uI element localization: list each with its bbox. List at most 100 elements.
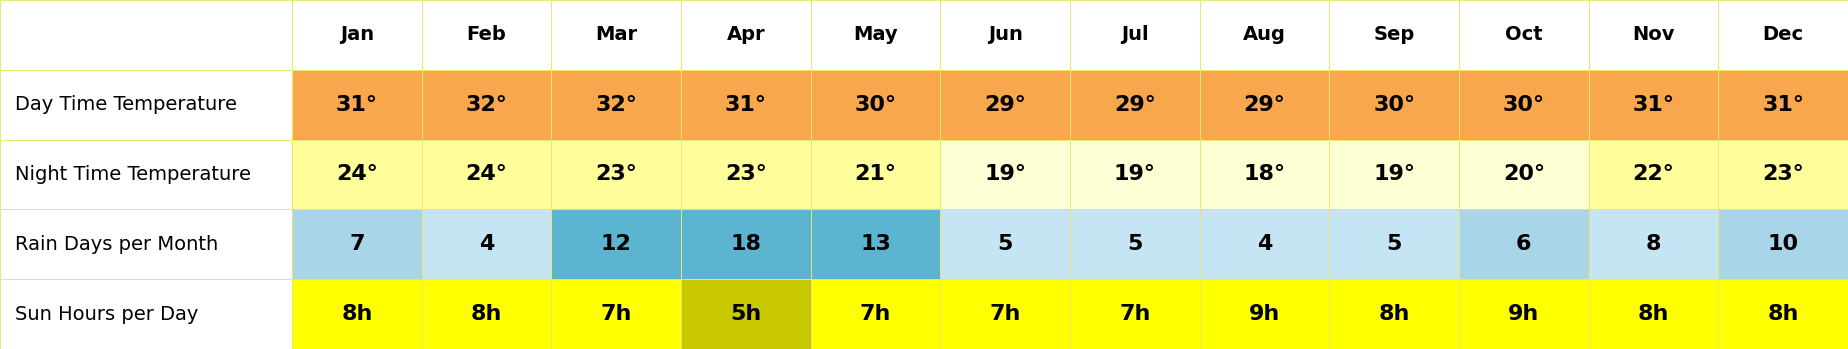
- Bar: [551, 70, 682, 140]
- Bar: [1070, 140, 1199, 209]
- Bar: [1719, 140, 1848, 209]
- Bar: [811, 140, 941, 209]
- Text: Rain Days per Month: Rain Days per Month: [15, 235, 218, 254]
- Text: May: May: [854, 25, 898, 44]
- Text: 5h: 5h: [730, 304, 761, 324]
- Text: Jun: Jun: [987, 25, 1022, 44]
- Bar: [1460, 70, 1589, 140]
- Text: 10: 10: [1767, 234, 1798, 254]
- Bar: [1589, 70, 1719, 140]
- Text: 4: 4: [479, 234, 493, 254]
- Bar: [1589, 140, 1719, 209]
- Text: Sep: Sep: [1373, 25, 1416, 44]
- Bar: [292, 70, 421, 140]
- Bar: [1070, 70, 1199, 140]
- Bar: [292, 0, 421, 70]
- Text: 9h: 9h: [1508, 304, 1539, 324]
- Bar: [1329, 140, 1460, 209]
- Bar: [1589, 209, 1719, 279]
- Text: 18°: 18°: [1244, 164, 1286, 185]
- Bar: [1070, 0, 1199, 70]
- Bar: [1199, 70, 1329, 140]
- Bar: [1070, 279, 1199, 349]
- Bar: [1719, 0, 1848, 70]
- Bar: [1460, 140, 1589, 209]
- Text: 29°: 29°: [1114, 95, 1155, 115]
- Text: 19°: 19°: [1114, 164, 1155, 185]
- Bar: [1199, 0, 1329, 70]
- Bar: [941, 140, 1070, 209]
- Bar: [682, 70, 811, 140]
- Bar: [811, 279, 941, 349]
- Bar: [551, 279, 682, 349]
- Bar: [682, 209, 811, 279]
- Text: Sun Hours per Day: Sun Hours per Day: [15, 305, 198, 324]
- Text: 5: 5: [1127, 234, 1142, 254]
- Bar: [292, 209, 421, 279]
- Bar: [0, 279, 292, 349]
- Text: 30°: 30°: [1502, 95, 1545, 115]
- Text: 24°: 24°: [336, 164, 377, 185]
- Text: 31°: 31°: [1632, 95, 1674, 115]
- Text: Feb: Feb: [466, 25, 506, 44]
- Bar: [0, 209, 292, 279]
- Text: 12: 12: [601, 234, 632, 254]
- Text: 8h: 8h: [471, 304, 503, 324]
- Text: 5: 5: [998, 234, 1013, 254]
- Text: Oct: Oct: [1504, 25, 1543, 44]
- Bar: [0, 0, 292, 70]
- Text: 7h: 7h: [601, 304, 632, 324]
- Bar: [682, 0, 811, 70]
- Bar: [292, 140, 421, 209]
- Bar: [1329, 70, 1460, 140]
- Text: 22°: 22°: [1632, 164, 1674, 185]
- Text: 21°: 21°: [854, 164, 896, 185]
- Text: 18: 18: [730, 234, 761, 254]
- Text: 31°: 31°: [724, 95, 767, 115]
- Text: 30°: 30°: [854, 95, 896, 115]
- Text: Apr: Apr: [726, 25, 765, 44]
- Text: 24°: 24°: [466, 164, 508, 185]
- Text: 20°: 20°: [1502, 164, 1545, 185]
- Text: 23°: 23°: [724, 164, 767, 185]
- Text: 13: 13: [859, 234, 891, 254]
- Bar: [1589, 0, 1719, 70]
- Bar: [0, 70, 292, 140]
- Text: Jan: Jan: [340, 25, 373, 44]
- Bar: [1719, 70, 1848, 140]
- Bar: [421, 0, 551, 70]
- Bar: [1329, 0, 1460, 70]
- Bar: [1589, 279, 1719, 349]
- Text: 8h: 8h: [1637, 304, 1669, 324]
- Bar: [811, 70, 941, 140]
- Bar: [682, 140, 811, 209]
- Text: Aug: Aug: [1244, 25, 1286, 44]
- Text: 19°: 19°: [1373, 164, 1416, 185]
- Text: 29°: 29°: [985, 95, 1026, 115]
- Bar: [1719, 279, 1848, 349]
- Bar: [941, 0, 1070, 70]
- Text: 8h: 8h: [342, 304, 373, 324]
- Text: 7h: 7h: [989, 304, 1020, 324]
- Bar: [421, 279, 551, 349]
- Bar: [941, 70, 1070, 140]
- Bar: [941, 209, 1070, 279]
- Text: 7h: 7h: [859, 304, 891, 324]
- Text: 5: 5: [1386, 234, 1403, 254]
- Bar: [421, 70, 551, 140]
- Bar: [1329, 279, 1460, 349]
- Text: 8: 8: [1647, 234, 1661, 254]
- Text: 19°: 19°: [985, 164, 1026, 185]
- Bar: [1329, 209, 1460, 279]
- Bar: [682, 279, 811, 349]
- Bar: [1460, 0, 1589, 70]
- Text: Night Time Temperature: Night Time Temperature: [15, 165, 251, 184]
- Text: 31°: 31°: [336, 95, 377, 115]
- Text: Nov: Nov: [1632, 25, 1674, 44]
- Bar: [421, 209, 551, 279]
- Text: Mar: Mar: [595, 25, 638, 44]
- Text: 4: 4: [1257, 234, 1271, 254]
- Text: 7: 7: [349, 234, 364, 254]
- Text: 6: 6: [1515, 234, 1532, 254]
- Bar: [1199, 279, 1329, 349]
